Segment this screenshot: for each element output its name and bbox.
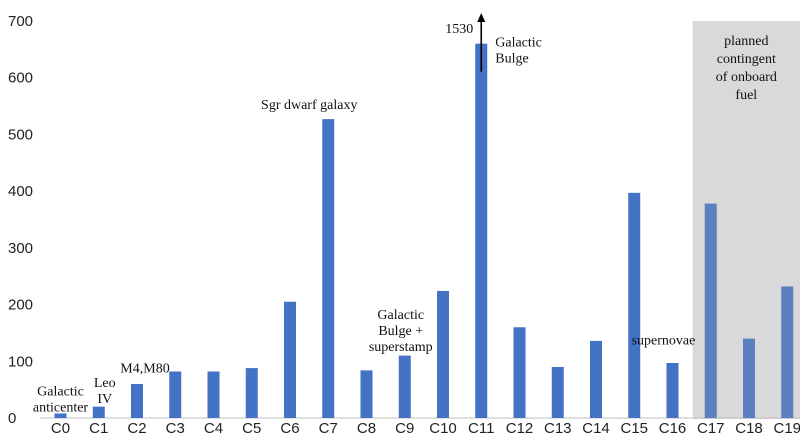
annotation-label: Bulge + bbox=[378, 324, 423, 339]
bar-C8 bbox=[360, 370, 373, 418]
x-tick-label: C7 bbox=[319, 420, 338, 436]
annotation-label: Bulge bbox=[495, 52, 528, 67]
bar-C0 bbox=[54, 413, 67, 418]
annotation-label: Galactic bbox=[37, 384, 84, 399]
x-tick-label: C9 bbox=[395, 420, 414, 436]
overflow-value-label: 1530 bbox=[445, 22, 473, 37]
x-tick-label: C13 bbox=[544, 420, 572, 436]
bar-C19 bbox=[781, 286, 794, 418]
shaded-region-label: contingent bbox=[717, 52, 776, 67]
y-tick-label: 500 bbox=[8, 126, 33, 143]
x-tick-label: C8 bbox=[357, 420, 376, 436]
annotation-label: Leo bbox=[94, 376, 116, 391]
bar-C9 bbox=[398, 355, 411, 418]
x-tick-label: C12 bbox=[506, 420, 534, 436]
bar-C1 bbox=[92, 406, 105, 418]
bar-C16 bbox=[666, 362, 679, 418]
y-tick-label: 400 bbox=[8, 183, 33, 200]
bar-C11 bbox=[475, 43, 488, 418]
x-tick-label: C2 bbox=[127, 420, 146, 436]
x-tick-label: C14 bbox=[582, 420, 610, 436]
y-tick-label: 100 bbox=[8, 353, 33, 370]
annotation-label: Galactic bbox=[377, 308, 424, 323]
bar-C12 bbox=[513, 327, 526, 418]
x-tick-label: C11 bbox=[468, 420, 494, 436]
annotation-label: supernovae bbox=[632, 333, 696, 348]
y-tick-label: 700 bbox=[8, 13, 33, 30]
shaded-region-label: of onboard bbox=[716, 70, 777, 85]
bar-C5 bbox=[245, 368, 258, 418]
annotation-label: Galactic bbox=[495, 36, 542, 51]
bar-C18 bbox=[743, 338, 755, 418]
bar-C7 bbox=[322, 119, 335, 418]
x-tick-label: C16 bbox=[659, 420, 687, 436]
x-tick-label: C6 bbox=[280, 420, 299, 436]
annotation-label: anticenter bbox=[33, 400, 89, 415]
x-tick-label: C10 bbox=[429, 420, 457, 436]
bar-C3 bbox=[169, 371, 182, 418]
annotation-label: Sgr dwarf galaxy bbox=[261, 98, 357, 113]
x-tick-label: C4 bbox=[204, 420, 223, 436]
annotation-label: IV bbox=[97, 392, 112, 407]
bar-C14 bbox=[590, 340, 602, 418]
annotation-label: M4,M80 bbox=[120, 362, 169, 377]
bar-C13 bbox=[551, 366, 564, 418]
bar-C6 bbox=[284, 301, 296, 418]
y-tick-label: 300 bbox=[8, 240, 33, 257]
bar-C10 bbox=[437, 290, 449, 418]
annotation-label: superstamp bbox=[369, 340, 433, 355]
bar-C15 bbox=[628, 192, 641, 418]
y-tick-label: 600 bbox=[8, 70, 33, 87]
shaded-region-label: planned bbox=[724, 34, 768, 49]
x-tick-label: C19 bbox=[773, 420, 800, 436]
x-tick-label: C5 bbox=[242, 420, 261, 436]
x-tick-label: C3 bbox=[166, 420, 185, 436]
shaded-region-label: fuel bbox=[735, 88, 757, 103]
bar-C2 bbox=[131, 383, 143, 418]
bar-C4 bbox=[207, 371, 220, 418]
bar-C17 bbox=[704, 203, 717, 418]
overflow-arrow-head bbox=[477, 13, 486, 22]
x-tick-label: C15 bbox=[620, 420, 648, 436]
x-tick-label: C1 bbox=[89, 420, 108, 436]
x-tick-label: C17 bbox=[697, 420, 725, 436]
x-tick-label: C18 bbox=[735, 420, 763, 436]
x-tick-label: C0 bbox=[51, 420, 70, 436]
y-tick-label: 0 bbox=[8, 410, 16, 427]
y-tick-label: 200 bbox=[8, 297, 33, 314]
